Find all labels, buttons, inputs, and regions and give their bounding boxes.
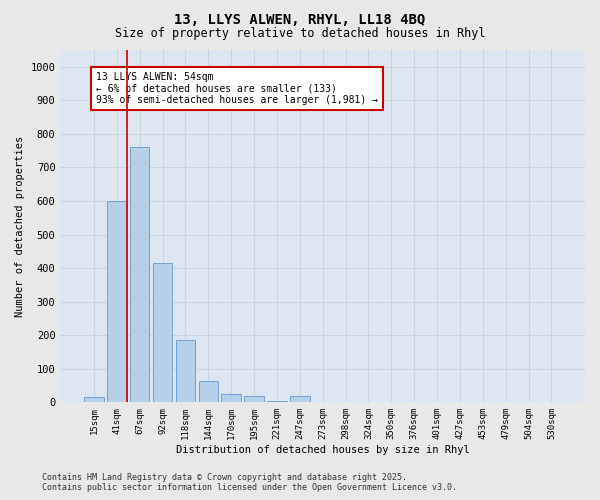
Bar bbox=[130, 148, 149, 402]
Bar bbox=[107, 201, 127, 402]
Text: 13, LLYS ALWEN, RHYL, LL18 4BQ: 13, LLYS ALWEN, RHYL, LL18 4BQ bbox=[175, 12, 425, 26]
Text: 13 LLYS ALWEN: 54sqm
← 6% of detached houses are smaller (133)
93% of semi-detac: 13 LLYS ALWEN: 54sqm ← 6% of detached ho… bbox=[96, 72, 378, 105]
Bar bbox=[221, 394, 241, 402]
Y-axis label: Number of detached properties: Number of detached properties bbox=[15, 136, 25, 317]
Text: Contains HM Land Registry data © Crown copyright and database right 2025.
Contai: Contains HM Land Registry data © Crown c… bbox=[42, 473, 457, 492]
Bar bbox=[267, 400, 287, 402]
Bar bbox=[84, 398, 104, 402]
Bar bbox=[176, 340, 195, 402]
Bar bbox=[290, 396, 310, 402]
Bar bbox=[199, 380, 218, 402]
Bar bbox=[244, 396, 264, 402]
Bar bbox=[153, 263, 172, 402]
Text: Size of property relative to detached houses in Rhyl: Size of property relative to detached ho… bbox=[115, 28, 485, 40]
X-axis label: Distribution of detached houses by size in Rhyl: Distribution of detached houses by size … bbox=[176, 445, 470, 455]
